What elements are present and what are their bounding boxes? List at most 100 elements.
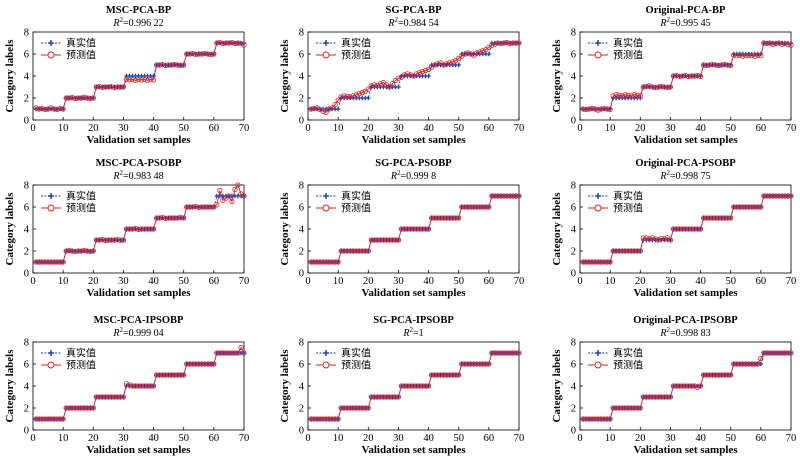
predicted-value-point <box>36 106 42 112</box>
predicted-value-point <box>166 372 172 378</box>
predicted-value-point <box>141 76 148 82</box>
predicted-value-point <box>619 405 625 411</box>
predicted-value-point <box>722 215 728 221</box>
y-tick-label: 0 <box>571 269 576 280</box>
predicted-value-point <box>205 51 211 57</box>
predicted-value-point <box>667 394 674 400</box>
predicted-value-point <box>33 105 39 111</box>
predicted-value-point <box>63 405 69 411</box>
x-tick-label: 70 <box>239 276 250 287</box>
x-tick-label: 30 <box>118 276 129 287</box>
predicted-value-point <box>761 40 767 46</box>
predicted-value-point <box>474 50 480 56</box>
predicted-value-point <box>187 51 193 57</box>
predicted-value-point <box>444 372 450 378</box>
predicted-value-point <box>661 84 668 90</box>
true-value-point <box>335 106 341 112</box>
predicted-value-point <box>607 259 613 265</box>
chart-title: Original-PCA-IPSOBP <box>633 315 738 326</box>
predicted-value-point <box>664 394 671 400</box>
legend-pred-marker <box>322 361 330 369</box>
x-axis-label: Validation set samples <box>86 134 191 146</box>
predicted-value-point <box>477 49 483 55</box>
x-axis-label: Validation set samples <box>86 287 191 299</box>
predicted-value-point <box>220 40 226 47</box>
predicted-value-point <box>595 107 601 113</box>
predicted-value-point <box>132 383 139 389</box>
predicted-value-point <box>187 361 193 367</box>
predicted-value-point <box>63 95 69 101</box>
predicted-value-point <box>120 84 127 90</box>
predicted-value-point <box>102 237 108 244</box>
true-value-point <box>486 361 492 367</box>
predicted-value-point <box>39 105 45 112</box>
predicted-value-point <box>679 383 686 389</box>
y-tick-label: 0 <box>571 116 576 127</box>
predicted-value-point <box>36 259 42 265</box>
predicted-value-point <box>646 394 652 400</box>
predicted-value-point <box>181 62 187 68</box>
predicted-value-point <box>60 416 66 422</box>
true-value-point <box>516 40 522 46</box>
predicted-value-point <box>486 204 492 210</box>
predicted-value-point <box>785 350 791 356</box>
predicted-value-point <box>371 82 377 88</box>
predicted-value-point <box>616 405 622 411</box>
predicted-value-point <box>456 215 462 221</box>
predicted-value-point <box>492 350 498 356</box>
predicted-value-point <box>389 237 395 243</box>
predicted-value-point <box>728 215 734 221</box>
predicted-value-point <box>160 214 166 221</box>
predicted-value-point <box>764 40 770 47</box>
predicted-value-point <box>700 372 707 378</box>
predicted-value-point <box>235 40 241 46</box>
predicted-value-point <box>341 405 347 411</box>
true-value-point <box>396 237 401 243</box>
predicted-value-point <box>501 40 507 46</box>
predicted-value-point <box>51 259 57 265</box>
legend-pred-marker <box>594 204 602 212</box>
true-value-point <box>91 95 96 101</box>
predicted-value-point <box>338 94 344 100</box>
predicted-value-point <box>710 215 716 221</box>
predicted-value-point <box>138 226 145 232</box>
predicted-value-point <box>169 215 175 221</box>
predicted-value-point <box>341 248 347 254</box>
predicted-value-point <box>495 193 501 199</box>
x-tick-label: 70 <box>514 433 525 444</box>
y-tick-label: 4 <box>24 72 30 83</box>
true-value-point <box>456 215 461 221</box>
predicted-value-point <box>435 61 441 67</box>
predicted-value-point <box>392 394 399 400</box>
predicted-value-point <box>172 61 178 68</box>
chart-title: SG-PCA-BP <box>386 5 443 16</box>
predicted-value-point <box>516 193 522 199</box>
predicted-value-point <box>87 405 93 411</box>
predicted-value-point <box>105 84 111 90</box>
predicted-value-point <box>474 204 480 210</box>
predicted-value-point <box>483 204 489 210</box>
predicted-value-point <box>586 259 592 265</box>
predicted-value-point <box>102 394 108 400</box>
predicted-value-point <box>767 193 773 199</box>
predicted-value-point <box>694 384 701 390</box>
true-value-point <box>366 95 371 101</box>
predicted-value-point <box>362 248 368 254</box>
predicted-value-point <box>700 62 707 68</box>
predicted-value-point <box>713 215 719 221</box>
predicted-value-point <box>607 106 613 113</box>
predicted-value-point <box>441 62 447 68</box>
predicted-value-point <box>377 81 383 87</box>
true-value-point <box>211 51 217 57</box>
predicted-value-point <box>725 215 731 221</box>
predicted-value-point <box>238 40 244 47</box>
predicted-value-point <box>335 97 341 103</box>
predicted-value-point <box>317 106 323 113</box>
x-tick-label: 50 <box>453 276 464 287</box>
legend-true-marker <box>323 193 329 199</box>
predicted-value-point <box>404 383 411 389</box>
predicted-value-point <box>628 93 634 99</box>
predicted-value-point <box>447 215 453 221</box>
legend-pred-label: 预测值 <box>613 49 643 62</box>
